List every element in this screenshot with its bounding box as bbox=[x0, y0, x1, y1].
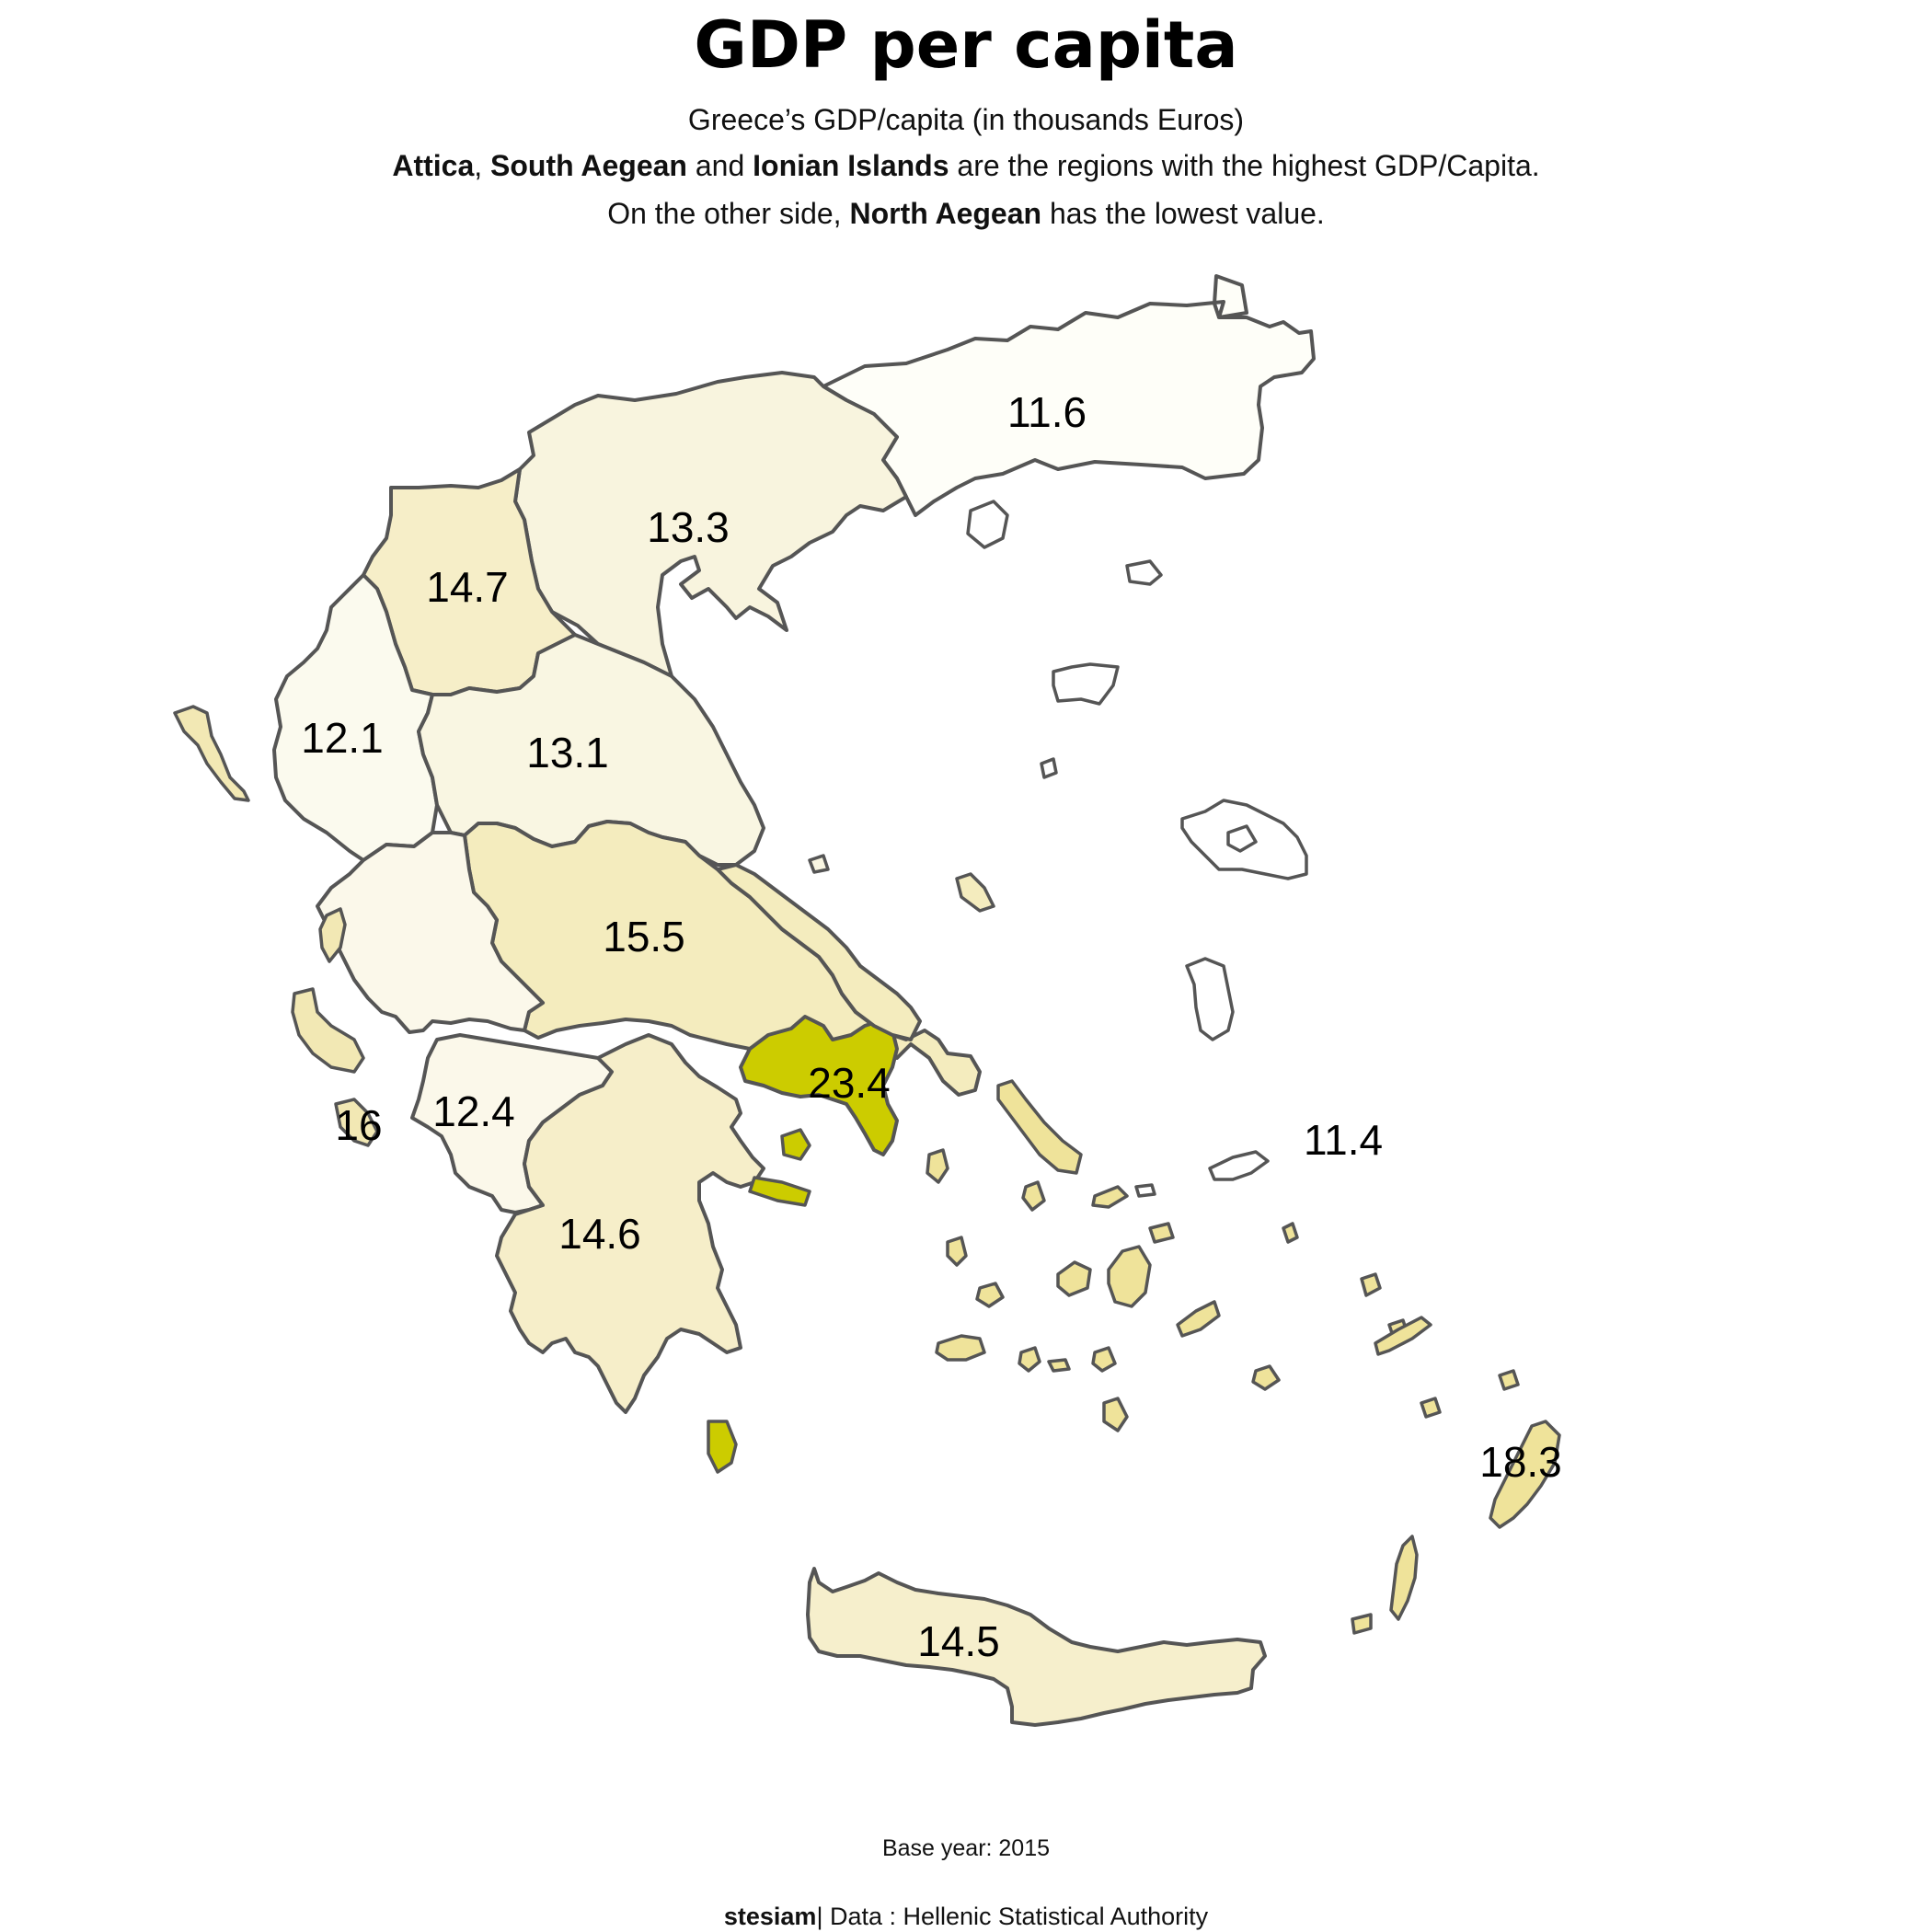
base-year-note: Base year: 2015 bbox=[881, 1835, 1051, 1861]
island-leros[interactable] bbox=[1360, 1272, 1382, 1297]
island-samos[interactable] bbox=[1208, 1150, 1270, 1181]
island-agios-efstratios[interactable] bbox=[1040, 757, 1058, 779]
label-central-macedonia: 13.3 bbox=[647, 503, 730, 551]
island-aegina[interactable] bbox=[780, 1128, 811, 1161]
label-crete: 14.5 bbox=[917, 1617, 1000, 1665]
separator-text: , bbox=[474, 149, 491, 182]
label-south-aegean: 18.3 bbox=[1479, 1438, 1562, 1486]
island-skiathos[interactable] bbox=[808, 854, 830, 874]
label-peloponnese: 14.6 bbox=[558, 1210, 641, 1258]
region-peloponnese[interactable] bbox=[495, 1033, 765, 1414]
author-name: stesiam bbox=[723, 1903, 817, 1930]
island-andros[interactable] bbox=[996, 1079, 1083, 1175]
island-lefkada[interactable] bbox=[318, 907, 347, 963]
region-euboea[interactable] bbox=[716, 863, 922, 1041]
island-ios[interactable] bbox=[1091, 1346, 1117, 1373]
description-suffix: has the lowest value. bbox=[1041, 197, 1325, 230]
label-western-macedonia: 14.7 bbox=[426, 563, 509, 611]
island-rhodes[interactable] bbox=[1489, 1420, 1561, 1529]
label-central-greece: 15.5 bbox=[603, 913, 685, 960]
island-kythira[interactable] bbox=[707, 1420, 738, 1474]
label-epirus: 12.1 bbox=[301, 714, 384, 762]
data-source: | Data : Hellenic Statistical Authority bbox=[816, 1903, 1209, 1930]
island-zakynthos[interactable] bbox=[334, 1098, 379, 1147]
island-patmos[interactable] bbox=[1282, 1222, 1299, 1244]
island-lemnos[interactable] bbox=[1052, 662, 1120, 706]
island-skyros[interactable] bbox=[955, 872, 995, 913]
island-chios[interactable] bbox=[1185, 957, 1235, 1041]
region-central-greece[interactable] bbox=[463, 820, 982, 1097]
description-prefix: On the other side, bbox=[607, 197, 850, 230]
island-symi[interactable] bbox=[1498, 1369, 1520, 1391]
label-ionian-islands: 16 bbox=[335, 1101, 382, 1149]
island-amorgos[interactable] bbox=[1176, 1300, 1221, 1338]
island-karpathos[interactable] bbox=[1389, 1535, 1419, 1621]
label-western-greece: 12.4 bbox=[432, 1087, 515, 1135]
island-milos[interactable] bbox=[935, 1334, 986, 1362]
label-thessaly: 13.1 bbox=[526, 729, 609, 776]
label-eastern-macedonia-thrace: 11.6 bbox=[1007, 388, 1087, 436]
region-eastern-macedonia-thrace[interactable] bbox=[822, 274, 1316, 517]
highlight-attica: Attica bbox=[392, 149, 475, 182]
island-kasos[interactable] bbox=[1351, 1613, 1373, 1635]
map-subtitle: Greece’s GDP/capita (in thousands Euros) bbox=[687, 103, 1245, 136]
highlight-ionian-islands: Ionian Islands bbox=[753, 149, 949, 182]
connector-text: and bbox=[686, 149, 753, 182]
island-syros[interactable] bbox=[1021, 1180, 1046, 1212]
island-paros[interactable] bbox=[1056, 1260, 1092, 1297]
island-serifos[interactable] bbox=[975, 1282, 1005, 1308]
island-astypalaia[interactable] bbox=[1251, 1364, 1281, 1391]
island-ikaria[interactable] bbox=[1134, 1183, 1156, 1198]
label-attica: 23.4 bbox=[808, 1059, 891, 1107]
map-description-line-1: Attica, South Aegean and Ionian Islands … bbox=[0, 149, 1932, 183]
island-thasos[interactable] bbox=[966, 500, 1009, 549]
island-lesvos[interactable] bbox=[1180, 799, 1308, 880]
island-naxos[interactable] bbox=[1107, 1245, 1152, 1308]
map-description-line-2: On the other side, North Aegean has the … bbox=[0, 197, 1932, 231]
island-folegandros[interactable] bbox=[1047, 1358, 1071, 1373]
highlight-north-aegean: North Aegean bbox=[849, 197, 1042, 230]
island-tinos[interactable] bbox=[1091, 1185, 1129, 1209]
island-samothraki[interactable] bbox=[1125, 559, 1163, 586]
island-kea[interactable] bbox=[926, 1148, 949, 1184]
region-crete[interactable] bbox=[806, 1567, 1267, 1727]
label-north-aegean: 11.4 bbox=[1304, 1116, 1383, 1164]
map-title: GDP per capita bbox=[694, 7, 1238, 83]
island-hydra[interactable] bbox=[748, 1176, 811, 1207]
highlight-south-aegean: South Aegean bbox=[490, 149, 687, 182]
island-kefalonia[interactable] bbox=[291, 987, 365, 1074]
description-text: are the regions with the highest GDP/Cap… bbox=[949, 149, 1540, 182]
island-tilos[interactable] bbox=[1420, 1397, 1442, 1419]
region-attica[interactable] bbox=[739, 1015, 899, 1156]
island-mykonos[interactable] bbox=[1148, 1222, 1175, 1244]
island-corfu[interactable] bbox=[173, 705, 250, 802]
island-sifnos[interactable] bbox=[1018, 1346, 1041, 1373]
source-caption: stesiam| Data : Hellenic Statistical Aut… bbox=[0, 1903, 1932, 1931]
island-kythnos[interactable] bbox=[946, 1236, 968, 1267]
island-santorini[interactable] bbox=[1102, 1397, 1129, 1432]
island-kos[interactable] bbox=[1374, 1316, 1432, 1356]
